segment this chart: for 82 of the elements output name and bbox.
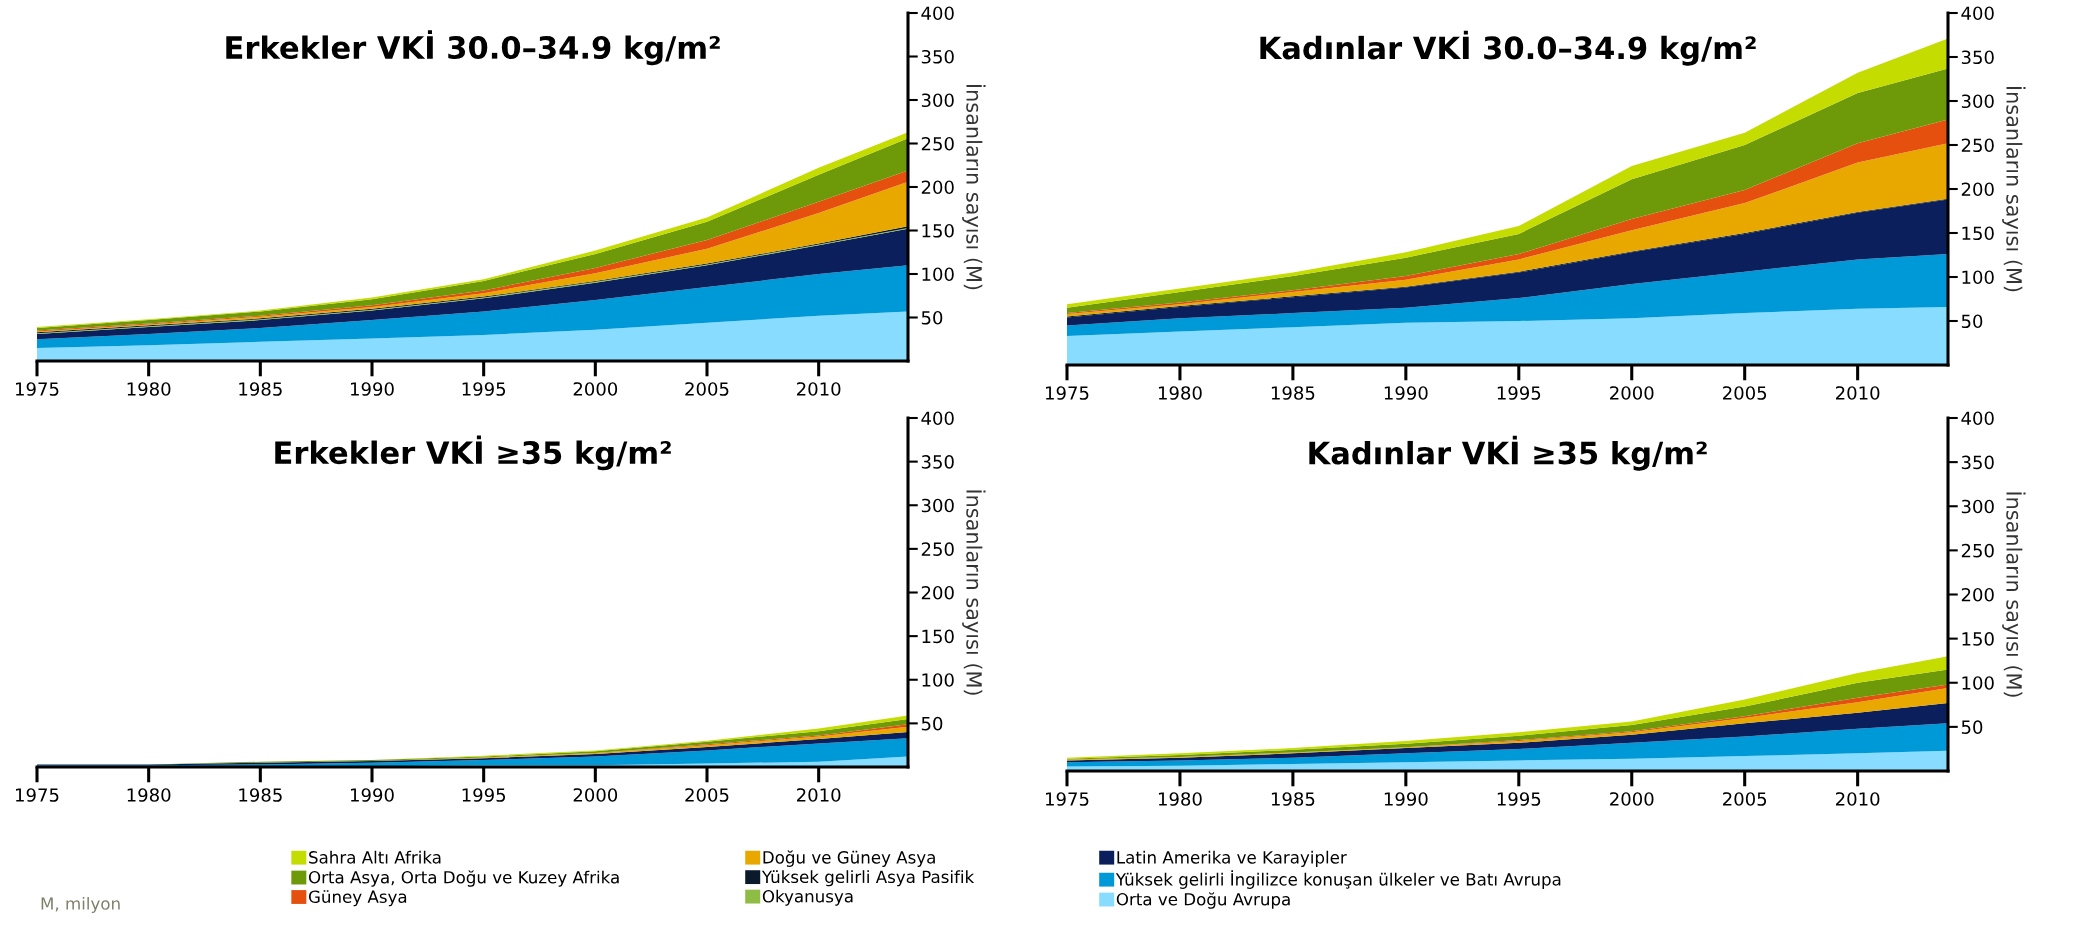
y-tick-label: 400: [921, 411, 954, 426]
x-tick-label: 1995: [462, 382, 506, 396]
text: Kadınlar VKİ 30.0–34.9 kg/m²: [1260, 30, 1756, 66]
y-tick-label: 200: [1961, 587, 1994, 602]
x-tick-label: 1975: [16, 382, 59, 396]
x-tick-label: 1985: [1271, 386, 1315, 400]
legend-label: Okyanusya: [762, 889, 853, 906]
x-tick-label: 2005: [685, 382, 729, 396]
y-tick-label: 150: [922, 223, 954, 238]
y-tick-label: 350: [921, 49, 954, 64]
y-tick-label: 150: [1962, 226, 1994, 241]
x-tick-label: 2010: [1835, 386, 1880, 400]
y-tick-label: 150: [922, 629, 954, 644]
x-tick-label: 2000: [573, 788, 618, 802]
legend-label: Orta ve Doğu Avrupa: [1116, 892, 1290, 909]
y-tick-label: 50: [1961, 314, 1983, 329]
text: Kadınlar VKİ ≥35 kg/m²: [1309, 435, 1707, 471]
legend-label: Yüksek gelirli İngilizce konuşan ülkeler ve Batı Avrupa: [1115, 870, 1561, 889]
legend-label: Doğu ve Güney Asya: [763, 850, 935, 867]
text: Erkekler VKİ ≥35 kg/m²: [275, 435, 671, 471]
y-tick-label: 200: [1961, 182, 1994, 197]
legend-label: Yüksek gelirli Asya Pasifik: [761, 870, 975, 887]
x-tick-label: 1975: [1046, 386, 1089, 400]
y-tick-label: 250: [921, 542, 954, 556]
x-tick-label: 1980: [1158, 792, 1202, 806]
x-tick-label: 1995: [1497, 386, 1541, 400]
x-tick-label: 2000: [1610, 792, 1654, 806]
legend-label: Sahra Altı Afrika: [309, 850, 441, 864]
text: Erkekler VKİ 30.0–34.9 kg/m²: [226, 30, 720, 66]
y-tick-label: 200: [921, 585, 954, 600]
x-tick-label: 1990: [1384, 792, 1428, 806]
x-tick-label: 1980: [127, 788, 171, 802]
y-tick-label: 350: [1961, 50, 1994, 65]
y-tick-label: 250: [1961, 543, 1994, 558]
x-tick-label: 1985: [1271, 792, 1315, 806]
x-tick-label: 1990: [1384, 386, 1428, 400]
x-tick-label: 2010: [1835, 792, 1880, 806]
y-axis-title: İnsanların sayısı (M): [962, 84, 986, 290]
y-tick-label: 100: [1962, 270, 1994, 285]
y-tick-label: 350: [921, 455, 954, 469]
y-axis-title: İnsanların sayısı (M): [2002, 492, 2026, 697]
y-axis-title: İnsanların sayısı (M): [962, 490, 986, 695]
y-tick-label: 350: [1961, 455, 1994, 470]
legend-label: Güney Asya: [308, 890, 407, 907]
x-tick-label: 2000: [573, 382, 618, 396]
y-tick-label: 100: [1962, 676, 1994, 690]
x-tick-label: 2010: [797, 788, 841, 802]
x-tick-label: 2005: [685, 788, 729, 802]
y-tick-label: 300: [921, 498, 954, 513]
y-tick-label: 50: [921, 716, 943, 731]
y-tick-label: 100: [922, 673, 954, 687]
x-tick-label: 1975: [16, 788, 59, 802]
legend-label: Orta Asya, Orta Doğu ve Kuzey Afrika: [308, 870, 619, 887]
y-tick-label: 300: [1961, 499, 1994, 514]
y-tick-label: 400: [1961, 411, 1994, 426]
y-tick-label: 300: [921, 93, 954, 108]
x-tick-label: 2010: [797, 382, 841, 396]
y-tick-label: 300: [1961, 94, 1994, 109]
text: M, milyon: [41, 896, 120, 914]
x-tick-label: 1980: [1158, 386, 1202, 400]
y-axis-title: İnsanların sayısı (M): [2002, 86, 2026, 292]
x-tick-label: 2005: [1723, 386, 1767, 400]
x-tick-label: 1995: [462, 788, 506, 802]
x-tick-label: 1995: [1497, 792, 1541, 806]
x-tick-label: 1990: [351, 788, 394, 802]
x-tick-label: 1975: [1046, 792, 1089, 806]
x-tick-label: 1985: [239, 788, 282, 802]
legend-label: Latin Amerika ve Karayipler: [1117, 850, 1347, 867]
x-tick-label: 1985: [239, 382, 282, 396]
y-tick-label: 250: [1961, 138, 1994, 153]
x-tick-label: 2005: [1723, 792, 1767, 806]
y-tick-label: 200: [921, 180, 954, 195]
y-tick-label: 150: [1962, 632, 1994, 646]
x-tick-label: 1980: [127, 382, 171, 396]
x-tick-label: 1990: [351, 382, 394, 396]
y-tick-label: 400: [1961, 6, 1994, 21]
y-tick-label: 50: [1961, 720, 1983, 734]
x-tick-label: 2000: [1610, 386, 1654, 400]
y-tick-label: 250: [921, 136, 954, 151]
y-tick-label: 400: [921, 6, 954, 21]
y-tick-label: 100: [922, 267, 954, 282]
y-tick-label: 50: [921, 310, 943, 325]
